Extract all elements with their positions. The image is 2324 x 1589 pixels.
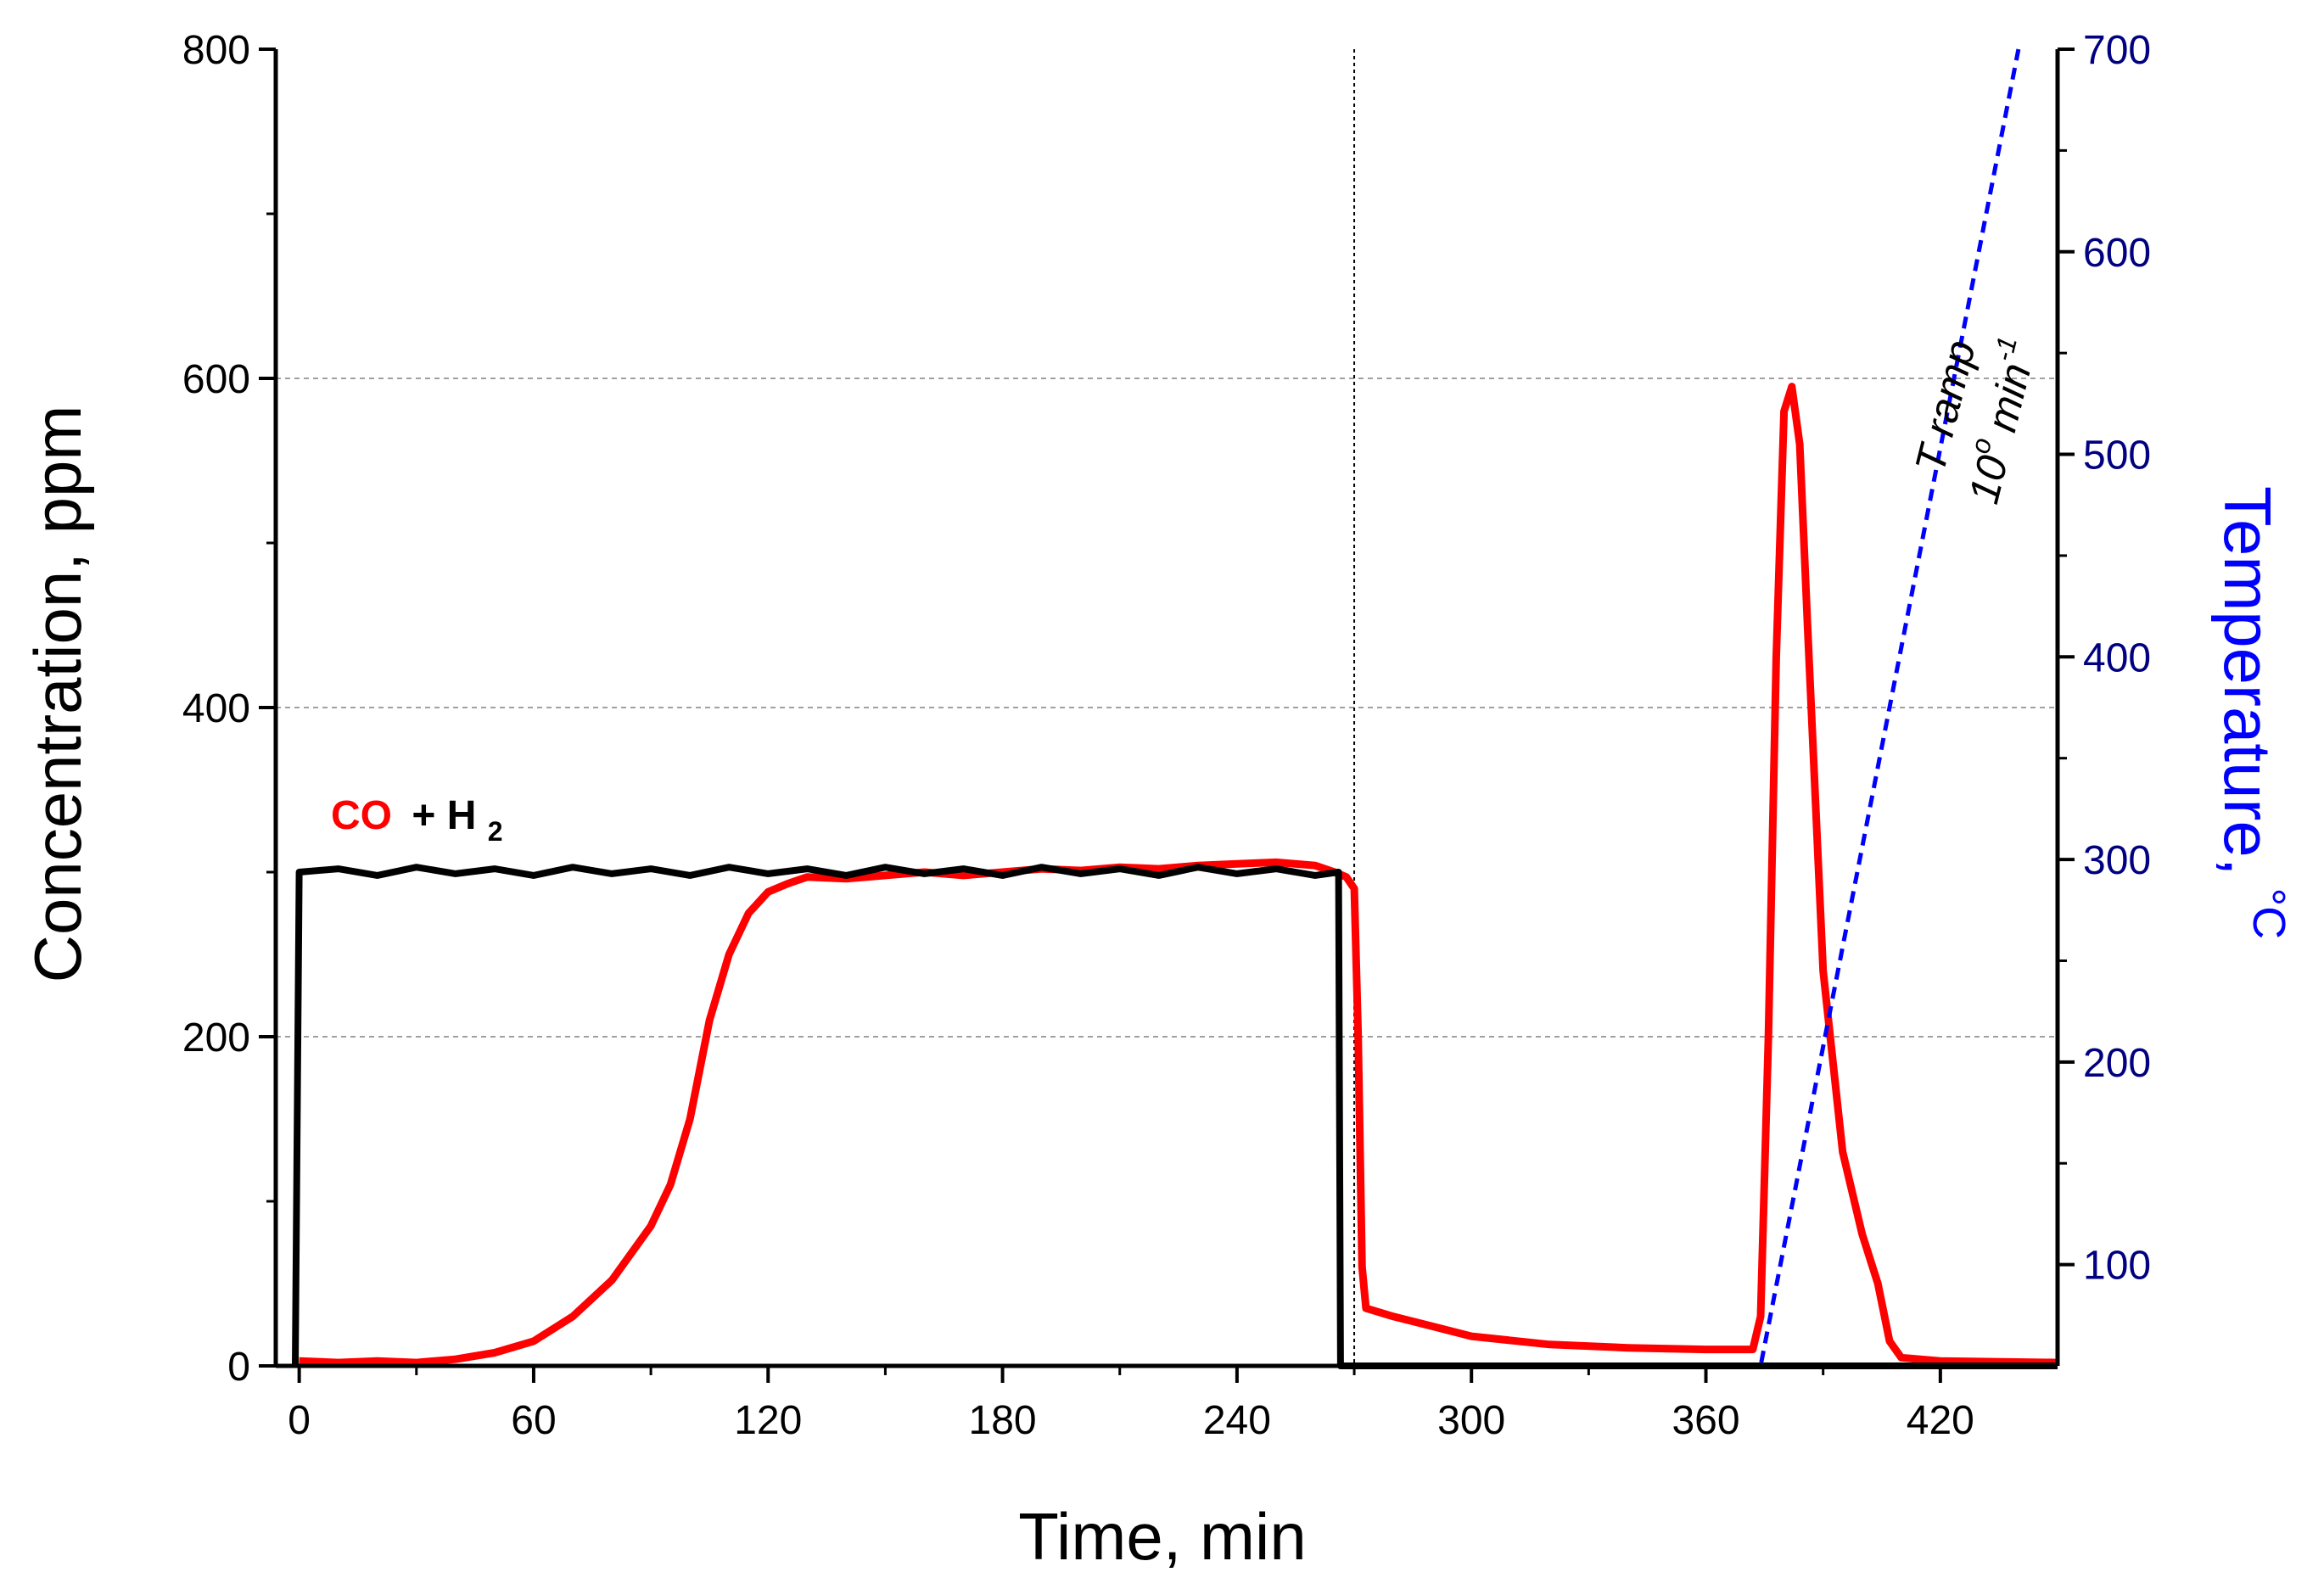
y2-axis-title-text: Temperature, bbox=[2210, 486, 2285, 876]
legend-co-label: CO bbox=[331, 793, 392, 838]
x-axis-title: Time, min bbox=[1018, 1499, 1306, 1574]
series-co-line bbox=[299, 383, 2058, 1367]
x-tick-label-60: 60 bbox=[511, 1398, 556, 1443]
x-tick-label-0: 0 bbox=[288, 1398, 311, 1443]
x-tick-label-360: 360 bbox=[1672, 1398, 1739, 1443]
y-axis-title: Concentration, ppm bbox=[20, 406, 95, 983]
y-tick-label-600: 600 bbox=[182, 357, 250, 402]
y2-tick-label-400: 400 bbox=[2083, 635, 2151, 680]
y2-axis-title: Temperature, °C bbox=[2210, 486, 2294, 939]
x-tick-label-240: 240 bbox=[1203, 1398, 1271, 1443]
series-h2-line bbox=[292, 864, 2058, 1369]
ramp-annotation-exponent: -1 bbox=[1987, 333, 2023, 364]
ramp-annotation: T ramp 10o min-1 bbox=[1906, 333, 2040, 508]
legend-h2-label: + H bbox=[412, 793, 476, 838]
x-tick-label-180: 180 bbox=[969, 1398, 1037, 1443]
y2-axis-title-degree: °C bbox=[2243, 887, 2294, 939]
y2-tick-label-700: 700 bbox=[2083, 28, 2151, 73]
y2-tick-label-600: 600 bbox=[2083, 231, 2151, 276]
legend-h2-subscript: 2 bbox=[488, 816, 503, 847]
ramp-annotation-unit: min bbox=[1974, 359, 2040, 448]
y2-tick-label-200: 200 bbox=[2083, 1041, 2151, 1086]
y2-tick-label-300: 300 bbox=[2083, 838, 2151, 883]
grid-layer bbox=[276, 49, 2058, 1366]
ramp-annotation-rate: 10 bbox=[1959, 450, 2017, 508]
ticks-layer: 0 60 120 180 240 300 360 420 0 200 400 600 800 100 200… bbox=[182, 28, 2151, 1443]
y-tick-label-0: 0 bbox=[227, 1345, 250, 1390]
y-tick-label-800: 800 bbox=[182, 28, 250, 73]
y2-tick-label-100: 100 bbox=[2083, 1244, 2151, 1289]
legend: CO + H 2 bbox=[331, 793, 503, 847]
y2-tick-label-500: 500 bbox=[2083, 434, 2151, 478]
x-tick-label-120: 120 bbox=[734, 1398, 802, 1443]
x-tick-label-420: 420 bbox=[1907, 1398, 1974, 1443]
x-tick-label-300: 300 bbox=[1437, 1398, 1505, 1443]
y-tick-label-200: 200 bbox=[182, 1016, 250, 1060]
y-tick-label-400: 400 bbox=[182, 686, 250, 731]
